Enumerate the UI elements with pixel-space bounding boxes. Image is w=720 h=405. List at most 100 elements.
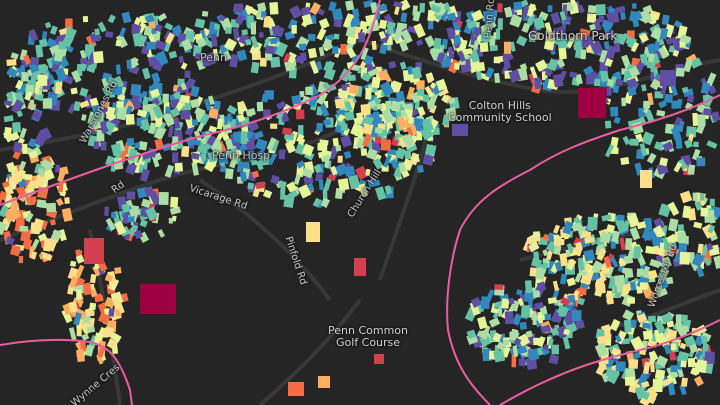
boundary-line bbox=[446, 94, 720, 405]
building bbox=[337, 178, 350, 191]
building bbox=[194, 106, 206, 117]
building bbox=[563, 328, 571, 336]
building bbox=[239, 102, 245, 109]
building bbox=[420, 126, 434, 141]
building bbox=[566, 277, 576, 287]
building bbox=[390, 80, 403, 94]
building bbox=[683, 58, 694, 73]
building bbox=[335, 144, 342, 152]
building bbox=[569, 71, 578, 78]
building bbox=[621, 97, 627, 107]
building bbox=[642, 322, 651, 329]
building bbox=[289, 5, 303, 20]
building bbox=[76, 289, 82, 300]
building bbox=[650, 66, 658, 73]
building bbox=[683, 335, 696, 348]
building bbox=[250, 35, 259, 49]
building bbox=[632, 3, 637, 9]
building bbox=[583, 249, 596, 262]
building bbox=[417, 164, 424, 173]
building bbox=[615, 78, 624, 86]
building bbox=[566, 36, 576, 49]
building bbox=[626, 297, 635, 304]
building bbox=[134, 142, 141, 149]
building bbox=[44, 21, 52, 29]
building bbox=[667, 218, 679, 232]
building bbox=[283, 53, 291, 63]
building bbox=[3, 115, 14, 123]
building bbox=[533, 290, 540, 298]
building bbox=[84, 344, 95, 357]
building bbox=[548, 233, 555, 242]
building bbox=[164, 106, 171, 115]
building bbox=[163, 41, 172, 53]
building bbox=[18, 255, 24, 264]
building bbox=[37, 63, 48, 76]
building bbox=[548, 354, 560, 365]
building bbox=[642, 231, 653, 242]
building bbox=[363, 115, 374, 126]
building bbox=[615, 361, 626, 372]
building bbox=[412, 5, 418, 16]
building bbox=[556, 58, 566, 68]
building bbox=[225, 27, 232, 34]
building bbox=[452, 34, 462, 46]
building bbox=[24, 180, 37, 195]
building bbox=[452, 21, 462, 34]
landmark-building bbox=[452, 124, 468, 136]
building bbox=[108, 308, 115, 317]
building bbox=[670, 84, 679, 97]
building bbox=[713, 254, 720, 269]
building bbox=[54, 164, 61, 173]
building bbox=[276, 100, 287, 110]
building bbox=[611, 230, 621, 243]
building bbox=[476, 330, 489, 341]
building bbox=[33, 131, 48, 147]
building bbox=[337, 155, 343, 163]
building bbox=[19, 127, 27, 139]
building bbox=[247, 109, 253, 117]
building bbox=[126, 59, 132, 70]
building bbox=[253, 130, 264, 140]
building bbox=[400, 29, 413, 44]
building bbox=[189, 85, 200, 98]
building bbox=[139, 219, 148, 228]
building bbox=[494, 72, 501, 84]
building bbox=[620, 283, 632, 293]
building bbox=[613, 116, 621, 125]
building bbox=[637, 373, 649, 387]
building bbox=[559, 252, 569, 267]
building bbox=[604, 144, 615, 158]
building bbox=[610, 106, 619, 117]
building bbox=[255, 138, 268, 151]
building bbox=[647, 315, 657, 323]
building bbox=[22, 173, 33, 181]
building bbox=[706, 140, 718, 149]
building bbox=[705, 242, 714, 251]
building bbox=[169, 107, 181, 118]
building bbox=[17, 179, 28, 189]
building bbox=[299, 43, 307, 50]
building bbox=[190, 98, 200, 109]
building bbox=[19, 225, 29, 232]
building bbox=[168, 50, 178, 59]
building bbox=[381, 108, 395, 124]
building bbox=[533, 337, 542, 346]
building bbox=[623, 255, 634, 265]
building bbox=[583, 65, 594, 76]
building bbox=[693, 221, 703, 229]
building bbox=[79, 63, 88, 72]
building bbox=[417, 106, 426, 117]
building bbox=[404, 150, 412, 160]
building bbox=[672, 49, 680, 57]
building bbox=[118, 94, 126, 101]
building bbox=[524, 290, 533, 302]
building bbox=[42, 98, 53, 109]
building bbox=[401, 133, 416, 150]
building bbox=[428, 20, 434, 30]
building bbox=[624, 268, 634, 279]
building bbox=[616, 214, 625, 221]
